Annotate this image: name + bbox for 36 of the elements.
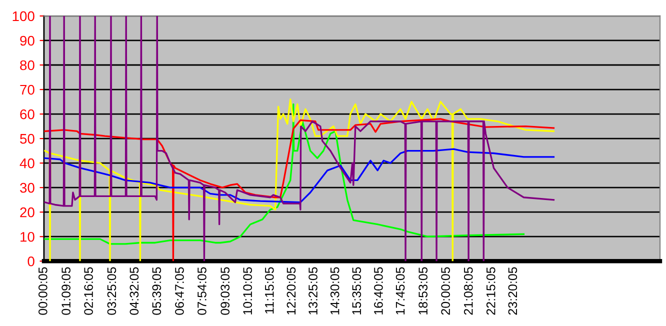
x-tick-label: 07:54:05 — [198, 267, 206, 315]
line-series — [44, 103, 525, 245]
x-tick-label: 13:25:05 — [308, 267, 318, 314]
x-tick-label: 14:30:05 — [330, 267, 340, 314]
y-tick-label: 80 — [20, 60, 34, 70]
y-tick-label: 50 — [20, 134, 34, 144]
x-tick-label: 05:39:05 — [152, 267, 162, 315]
y-tick-label: 90 — [20, 36, 34, 46]
line-series — [44, 16, 555, 262]
y-tick-label: 40 — [20, 158, 34, 168]
x-tick-label: 20:00:05 — [441, 267, 450, 315]
x-tick-label: 15:35:05 — [352, 267, 362, 314]
x-tick-label: 22:15:05 — [486, 267, 496, 315]
x-tick-label: 23:20:05 — [508, 267, 518, 315]
y-tick-label: 60 — [20, 109, 34, 120]
x-tick-label: 10:10:05 — [243, 267, 252, 314]
x-tick-label: 17:45:05 — [396, 267, 405, 314]
y-tick-label: 70 — [20, 84, 34, 95]
x-tick-label: 04:32:05 — [130, 267, 139, 315]
x-tick-label: 16:40:05 — [374, 267, 383, 314]
y-tick-label: 0 — [28, 256, 34, 266]
x-tick-label: 18:53:05 — [418, 267, 428, 314]
x-tick-label: 21:08:05 — [464, 267, 473, 315]
y-tick-label: 30 — [20, 182, 34, 193]
x-tick-label: 01:09:05 — [62, 267, 70, 315]
y-tick-label: 20 — [20, 207, 34, 218]
line-series — [44, 148, 555, 204]
x-tick-label: 06:47:05 — [175, 267, 184, 315]
x-tick-label: 02:16:05 — [84, 267, 93, 315]
y-tick-label: 100 — [12, 11, 34, 22]
y-tick-label: 10 — [20, 232, 34, 242]
x-tick-label: 09:03:05 — [220, 267, 230, 315]
x-tick-label: 11:15:05 — [264, 267, 274, 314]
x-tick-label: 12:20:05 — [286, 267, 296, 314]
x-tick-label: 03:25:05 — [107, 267, 116, 315]
x-tick-label: 00:00:05 — [38, 267, 48, 315]
